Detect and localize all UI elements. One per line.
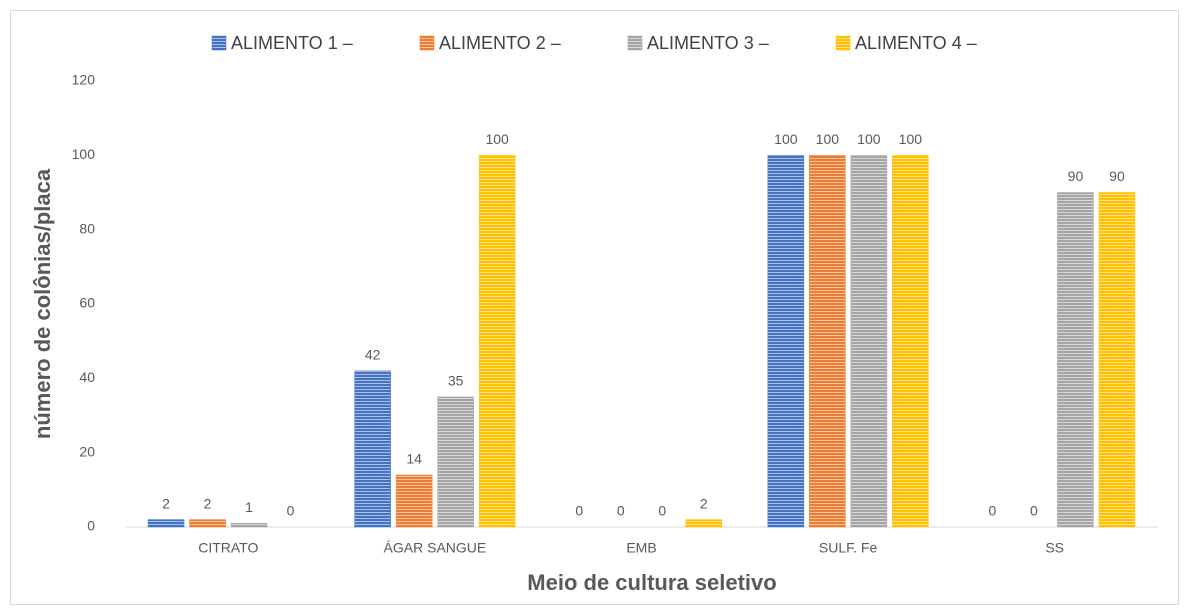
data-label: 0 (617, 503, 625, 519)
x-tick-label: EMB (626, 540, 656, 556)
data-label: 100 (774, 131, 798, 147)
legend-label: ALIMENTO 2 – (439, 33, 561, 53)
data-label: 1 (245, 499, 253, 515)
bar (189, 519, 226, 528)
data-label: 100 (899, 131, 923, 147)
data-label: 100 (816, 131, 840, 147)
y-tick-label: 120 (72, 72, 96, 88)
x-axis-title: Meio de cultura seletivo (527, 570, 776, 595)
legend-swatch (419, 35, 435, 51)
bar (685, 519, 722, 528)
legend-label: ALIMENTO 1 – (231, 33, 353, 53)
data-label: 0 (287, 503, 295, 519)
data-label: 2 (204, 495, 212, 511)
data-label: 0 (989, 503, 997, 519)
y-tick-label: 60 (79, 295, 95, 311)
data-label: 35 (448, 373, 464, 389)
legend-swatch (835, 35, 851, 51)
bar (354, 370, 391, 528)
x-tick-label: SS (1045, 540, 1064, 556)
data-label: 0 (658, 503, 666, 519)
chart-border (10, 10, 1179, 605)
data-label: 0 (575, 503, 583, 519)
bar (850, 155, 888, 528)
legend-label: ALIMENTO 4 – (855, 33, 977, 53)
bar (230, 523, 268, 528)
data-label: 100 (857, 131, 881, 147)
y-tick-label: 40 (79, 369, 95, 385)
bar (1057, 192, 1094, 528)
bar (478, 155, 516, 528)
legend-label: ALIMENTO 3 – (647, 33, 769, 53)
y-tick-label: 80 (79, 220, 95, 236)
bar (147, 519, 185, 528)
y-tick-label: 100 (72, 146, 96, 162)
bar (1098, 192, 1136, 528)
data-label: 14 (406, 451, 422, 467)
data-label: 90 (1109, 168, 1125, 184)
y-axis-title: número de colônias/placa (30, 168, 55, 439)
bar (767, 155, 805, 528)
data-label: 42 (365, 347, 381, 363)
bar (892, 155, 929, 528)
y-tick-label: 20 (79, 443, 95, 459)
bar (809, 155, 846, 528)
x-tick-label: SULF. Fe (819, 540, 878, 556)
data-label: 90 (1068, 168, 1084, 184)
x-tick-label: ÁGAR SANGUE (384, 540, 487, 556)
data-label: 0 (1030, 503, 1038, 519)
legend-swatch (211, 35, 227, 51)
y-tick-label: 0 (87, 518, 95, 534)
bar (437, 396, 474, 528)
data-label: 2 (700, 495, 708, 511)
data-label: 100 (485, 131, 509, 147)
legend-swatch (627, 35, 643, 51)
x-tick-label: CITRATO (198, 540, 258, 556)
data-label: 2 (162, 495, 170, 511)
bar (395, 474, 433, 528)
